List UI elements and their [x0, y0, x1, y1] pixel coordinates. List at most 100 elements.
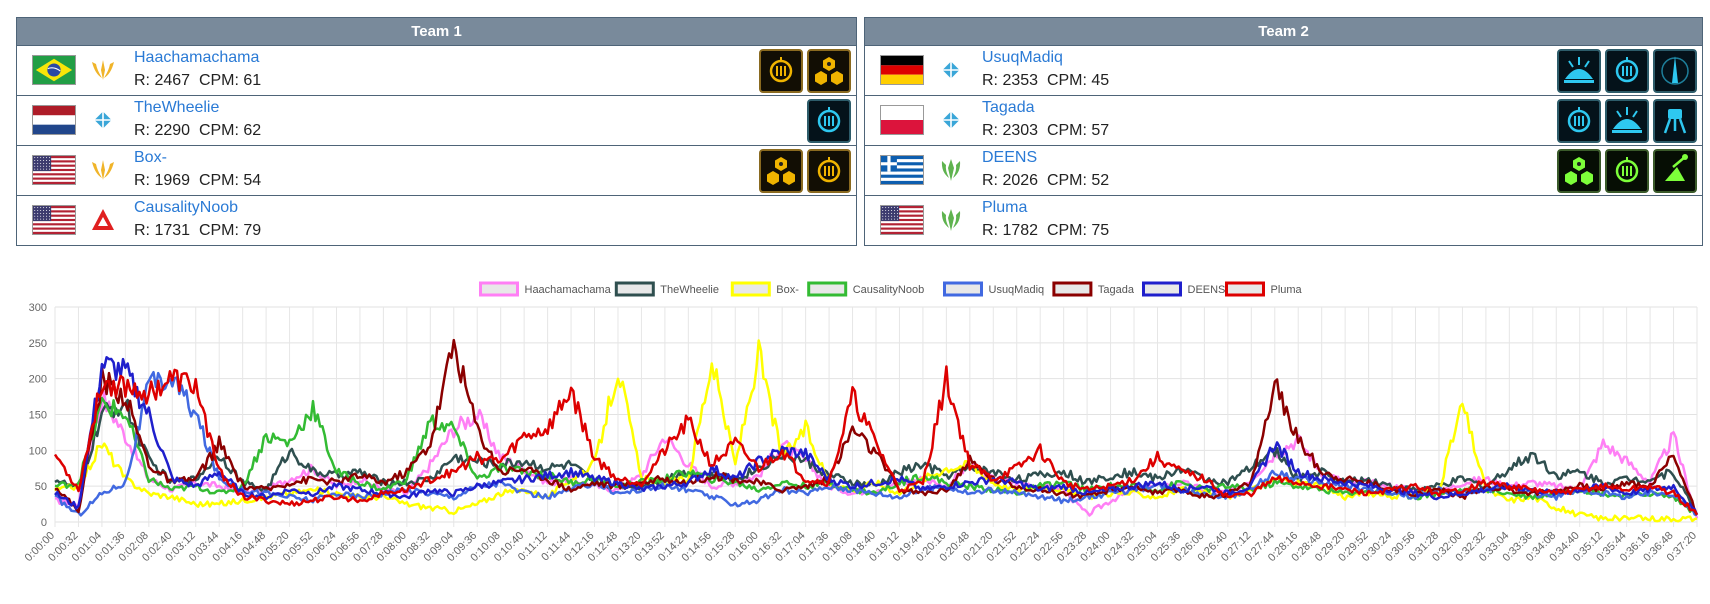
rating-label: R: — [982, 122, 998, 139]
legend-swatch — [479, 281, 519, 297]
rating-value: 2353 — [1002, 72, 1039, 89]
upgrade-icon[interactable] — [1557, 99, 1601, 143]
cpm-label: CPM: — [198, 172, 239, 189]
rating-label: R: — [134, 222, 150, 239]
player-row: Tagada R: 2303 CPM: 57 — [865, 95, 1702, 145]
rating-label: R: — [982, 72, 998, 89]
flag-usa-icon — [880, 205, 924, 235]
cpm-value: 62 — [243, 122, 262, 139]
y-tick-label: 200 — [29, 374, 47, 386]
walker-icon[interactable] — [1653, 99, 1697, 143]
upgrade-icon[interactable] — [1605, 49, 1649, 93]
cpm-value: 79 — [243, 222, 262, 239]
player-stats: R: 2303 CPM: 57 — [982, 122, 1109, 140]
player-name-link[interactable]: DEENS — [982, 149, 1038, 166]
zerg-icon — [937, 156, 965, 184]
flag-poland-icon — [880, 105, 924, 135]
cpm-label: CPM: — [198, 222, 239, 239]
cpm-value: 75 — [1091, 222, 1110, 239]
rating-label: R: — [134, 72, 150, 89]
player-stats: R: 1731 CPM: 79 — [134, 222, 261, 240]
y-tick-label: 50 — [35, 481, 47, 493]
rating-label: R: — [134, 172, 150, 189]
flag-usa-icon — [32, 155, 76, 185]
cpm-label: CPM: — [1046, 122, 1087, 139]
burst-icon[interactable] — [1557, 49, 1601, 93]
legend-swatch — [943, 281, 983, 297]
protoss-icon — [89, 56, 117, 84]
player-name-link[interactable]: Tagada — [982, 99, 1035, 116]
player-row: Box- R: 1969 CPM: 54 — [17, 145, 856, 195]
player-name-link[interactable]: UsuqMadiq — [982, 49, 1063, 66]
player-stats: R: 1969 CPM: 54 — [134, 172, 261, 190]
cpm-value: 54 — [243, 172, 262, 189]
upgrade-icon[interactable] — [807, 149, 851, 193]
legend-swatch — [1142, 281, 1182, 297]
y-tick-label: 150 — [29, 410, 47, 422]
antenna-icon[interactable] — [1653, 149, 1697, 193]
hexagon-cluster-icon[interactable] — [759, 149, 803, 193]
legend-label: Pluma — [1271, 284, 1303, 296]
terran-icon — [937, 106, 965, 134]
upgrade-icon[interactable] — [759, 49, 803, 93]
player-name-link[interactable]: Pluma — [982, 199, 1028, 216]
player-name-link[interactable]: TheWheelie — [134, 99, 220, 116]
cpm-value: 52 — [1091, 172, 1110, 189]
legend-label: DEENS — [1188, 284, 1226, 296]
player-stats: R: 2290 CPM: 62 — [134, 122, 261, 140]
player-row: DEENS R: 2026 CPM: 52 — [865, 145, 1702, 195]
cpm-value: 57 — [1091, 122, 1110, 139]
legend-swatch — [1225, 281, 1265, 297]
team-1-header: Team 1 — [17, 18, 856, 45]
team-1-panel: Team 1 Haachamachama R: 2467 CPM: 61 The… — [16, 17, 857, 246]
cpm-label: CPM: — [1046, 72, 1087, 89]
legend-swatch — [807, 281, 848, 297]
rating-label: R: — [982, 222, 998, 239]
hexagon-cluster-icon[interactable] — [807, 49, 851, 93]
tower-icon[interactable] — [1653, 49, 1697, 93]
legend-swatch — [730, 281, 771, 297]
rating-value: 1969 — [154, 172, 191, 189]
player-stats: R: 2026 CPM: 52 — [982, 172, 1109, 190]
unit-icon-list — [759, 49, 851, 93]
legend-label: TheWheelie — [660, 284, 719, 296]
flag-brazil-icon — [32, 55, 76, 85]
y-tick-label: 250 — [29, 338, 47, 350]
legend-label: Haachamachama — [525, 284, 612, 296]
player-name-link[interactable]: Box- — [134, 149, 167, 166]
player-row: UsuqMadiq R: 2353 CPM: 45 — [865, 45, 1702, 95]
legend-label: CausalityNoob — [853, 284, 925, 296]
player-stats: R: 2467 CPM: 61 — [134, 72, 261, 90]
team-2-rows: UsuqMadiq R: 2353 CPM: 45 Tagada R: 2303… — [865, 45, 1702, 245]
team-2-panel: Team 2 UsuqMadiq R: 2353 CPM: 45 Tagada … — [864, 17, 1703, 246]
legend-label: UsuqMadiq — [989, 284, 1045, 296]
zerg-icon — [937, 206, 965, 234]
upgrade-icon[interactable] — [1605, 149, 1649, 193]
cpm-label: CPM: — [1046, 222, 1087, 239]
y-tick-label: 100 — [29, 445, 47, 457]
cpm-label: CPM: — [1046, 172, 1087, 189]
hexagon-cluster-icon[interactable] — [1557, 149, 1601, 193]
player-row: Pluma R: 1782 CPM: 75 — [865, 195, 1702, 245]
protoss-icon — [89, 156, 117, 184]
upgrade-icon[interactable] — [807, 99, 851, 143]
rating-value: 2290 — [154, 122, 191, 139]
player-row: Haachamachama R: 2467 CPM: 61 — [17, 45, 856, 95]
legend-label: Tagada — [1098, 284, 1135, 296]
team-2-header: Team 2 — [865, 18, 1702, 45]
y-tick-label: 300 — [29, 302, 47, 314]
legend-label: Box- — [776, 284, 799, 296]
cpm-line-chart: 0501001502002503000:00:000:00:320:01:040… — [23, 281, 1699, 564]
unit-icon-list — [807, 99, 851, 143]
flag-germany-icon — [880, 55, 924, 85]
player-name-link[interactable]: Haachamachama — [134, 49, 260, 66]
y-tick-label: 0 — [41, 517, 47, 529]
player-name-link[interactable]: CausalityNoob — [134, 199, 239, 216]
legend-swatch — [614, 281, 655, 297]
burst-icon[interactable] — [1605, 99, 1649, 143]
team-1-rows: Haachamachama R: 2467 CPM: 61 TheWheelie… — [17, 45, 856, 245]
rating-value: 1782 — [1002, 222, 1039, 239]
unit-icon-list — [759, 149, 851, 193]
player-row: TheWheelie R: 2290 CPM: 62 — [17, 95, 856, 145]
terran-icon — [937, 56, 965, 84]
